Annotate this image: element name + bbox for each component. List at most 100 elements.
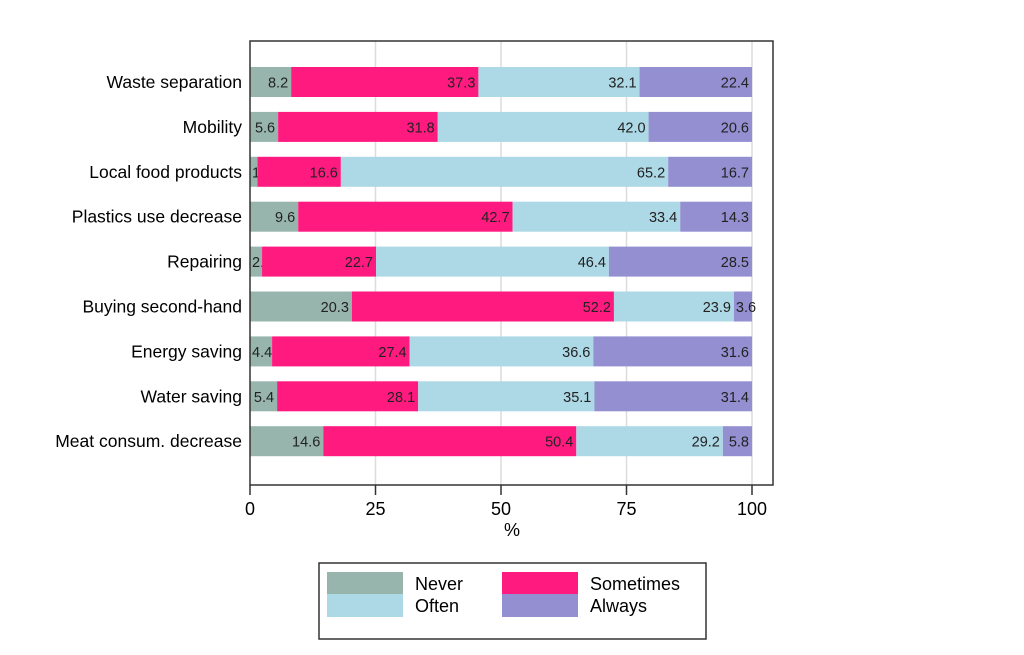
data-label: 3.6 — [736, 300, 756, 316]
bar-segment-sometimes — [323, 426, 577, 457]
bar-segment-never — [250, 201, 299, 232]
x-axis: 0 25 50 75 100 — [245, 485, 767, 519]
bar-segment-often — [437, 111, 649, 142]
bar-segment-often — [340, 156, 669, 187]
category-label: Mobility — [183, 117, 243, 137]
data-label: 33.4 — [649, 210, 677, 226]
bars: 8.237.332.122.45.631.842.020.61.516.665.… — [250, 67, 756, 457]
data-label: 32.1 — [608, 76, 636, 92]
bar-segment-always — [608, 246, 752, 277]
data-label: 42.0 — [617, 120, 645, 136]
data-label: 29.2 — [692, 435, 720, 451]
data-label: 28.5 — [721, 255, 749, 271]
bar-segment-never — [250, 67, 292, 97]
bar-segment-often — [409, 336, 594, 367]
category-label: Buying second-hand — [82, 297, 242, 317]
legend-swatch-always — [502, 594, 578, 617]
data-label: 4.4 — [252, 345, 272, 361]
x-tick-label: 0 — [245, 499, 255, 519]
data-label: 35.1 — [563, 390, 591, 406]
data-label: 20.3 — [321, 300, 349, 316]
bar-segment-often — [613, 291, 734, 322]
data-label: 22.4 — [721, 76, 749, 92]
legend-label: Sometimes — [590, 574, 680, 594]
category-label: Plastics use decrease — [72, 207, 242, 227]
bar-segment-sometimes — [351, 291, 614, 322]
data-label: 42.7 — [481, 210, 509, 226]
legend-swatch-sometimes — [502, 572, 578, 595]
data-label: 5.6 — [255, 120, 275, 136]
data-label: 8.2 — [268, 76, 288, 92]
data-label: 65.2 — [637, 165, 665, 181]
x-tick-label: 100 — [737, 499, 767, 519]
bar-segment-sometimes — [262, 246, 377, 277]
bar-segment-often — [418, 381, 595, 412]
bar-segment-always — [639, 67, 752, 97]
data-label: 22.7 — [345, 255, 373, 271]
bar-segment-never — [250, 381, 278, 412]
bar-segment-never — [250, 291, 352, 322]
data-label: 16.7 — [721, 165, 749, 181]
legend: Never Sometimes Often Always — [318, 562, 707, 640]
x-axis-label: % — [504, 520, 520, 540]
data-label: 36.6 — [562, 345, 590, 361]
bar-segment-never — [250, 246, 263, 277]
bar-segment-often — [376, 246, 609, 277]
bar-segment-never — [250, 426, 324, 457]
data-label: 52.2 — [583, 300, 611, 316]
bar-segment-always — [594, 381, 752, 412]
bar-segment-always — [733, 291, 752, 322]
legend-label: Always — [590, 596, 647, 616]
data-label: 16.6 — [310, 165, 338, 181]
bar-segment-sometimes — [257, 156, 341, 187]
category-labels: Waste separation Mobility Local food produ… — [55, 72, 242, 451]
data-label: 37.3 — [447, 76, 475, 92]
legend-label: Often — [415, 596, 459, 616]
data-label: 27.4 — [378, 345, 406, 361]
data-label: 14.3 — [721, 210, 749, 226]
data-label: 31.8 — [407, 120, 435, 136]
bar-segment-sometimes — [277, 381, 419, 412]
data-label: 46.4 — [578, 255, 606, 271]
bar-segment-always — [648, 111, 752, 142]
legend-swatch-never — [327, 572, 403, 595]
data-label: 14.6 — [292, 435, 320, 451]
bar-segment-often — [576, 426, 723, 457]
bar-segment-always — [722, 426, 752, 457]
x-tick-label: 50 — [491, 499, 511, 519]
category-label: Energy saving — [131, 341, 242, 361]
bar-segment-often — [478, 67, 640, 97]
data-label: 9.6 — [275, 210, 295, 226]
bar-segment-always — [668, 156, 752, 187]
category-label: Meat consum. decrease — [55, 431, 242, 451]
bar-segment-always — [593, 336, 752, 367]
bar-segment-always — [680, 201, 752, 232]
bar-segment-never — [250, 111, 279, 142]
data-label: 23.9 — [703, 300, 731, 316]
bar-segment-never — [250, 336, 273, 367]
data-label: 20.6 — [721, 120, 749, 136]
legend-swatch-often — [327, 594, 403, 617]
data-label: 50.4 — [545, 435, 573, 451]
bar-segment-sometimes — [291, 67, 479, 97]
data-label: 31.6 — [721, 345, 749, 361]
bar-segment-never — [250, 156, 258, 187]
plot-frame — [249, 40, 774, 486]
data-label: 28.1 — [387, 390, 415, 406]
bar-segment-sometimes — [272, 336, 410, 367]
bar-segment-often — [512, 201, 681, 232]
data-label: 5.8 — [729, 435, 749, 451]
data-label: 5.4 — [254, 390, 274, 406]
category-label: Water saving — [141, 386, 242, 406]
legend-label: Never — [415, 574, 463, 594]
category-label: Waste separation — [106, 72, 242, 92]
data-label: 31.4 — [721, 390, 749, 406]
bar-segment-sometimes — [278, 111, 438, 142]
x-tick-label: 75 — [616, 499, 636, 519]
bar-segment-sometimes — [298, 201, 513, 232]
x-tick-label: 25 — [365, 499, 385, 519]
category-label: Repairing — [167, 252, 242, 272]
category-label: Local food products — [89, 162, 242, 182]
